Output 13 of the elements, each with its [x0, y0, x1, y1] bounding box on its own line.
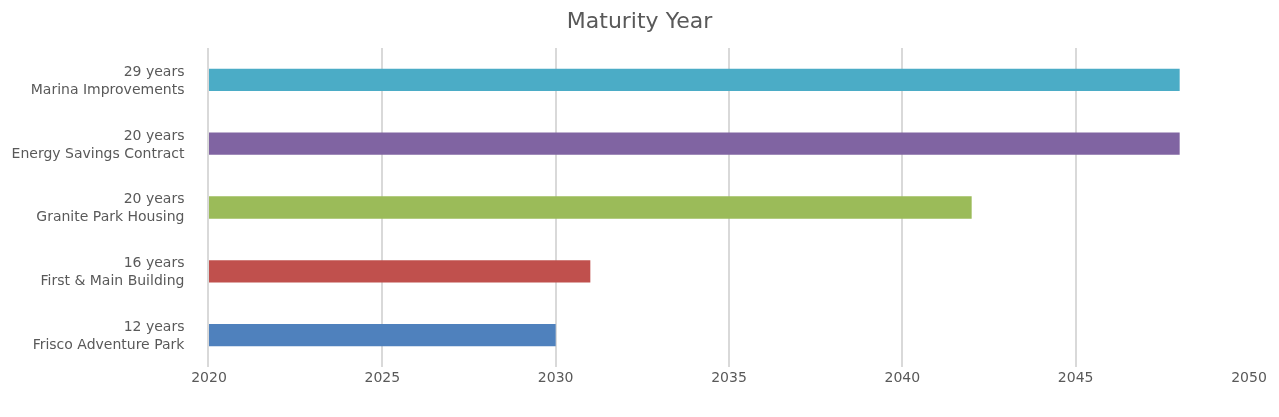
x-tick-label: 2025 — [364, 369, 401, 385]
x-tick-label: 2035 — [711, 369, 747, 385]
y-tick-label: 20 years Energy Savings Contract — [11, 126, 185, 161]
y-tick-label: 20 years Granite Park Housing — [36, 190, 185, 225]
y-tick-label: 12 years Frisco Adventure Park — [32, 317, 186, 353]
x-tick-label: 2045 — [1057, 369, 1094, 385]
y-tick-label: 29 years Marina Improvements — [30, 62, 185, 97]
x-tick-label: 2020 — [191, 369, 227, 385]
y-tick-label: 16 years First & Main Building — [40, 254, 185, 289]
x-tick-label: 2030 — [537, 369, 574, 385]
chart-title: Maturity Year — [566, 7, 714, 33]
x-tick-label: 2050 — [1231, 369, 1267, 385]
x-tick-label: 2040 — [884, 369, 921, 385]
